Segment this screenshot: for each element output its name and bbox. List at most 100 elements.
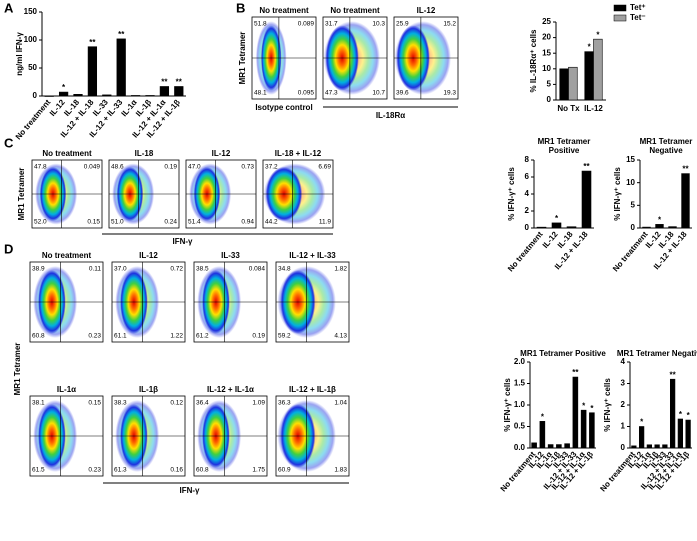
bar <box>559 68 569 101</box>
quadrant-value: 0.089 <box>298 21 315 28</box>
bar <box>631 445 637 449</box>
plot-title: IL-12 <box>139 251 158 260</box>
quadrant-value: 31.7 <box>325 21 338 28</box>
quadrant-value: 0.23 <box>88 467 101 474</box>
bar <box>593 38 603 101</box>
y-tick-label: 4 <box>621 357 626 366</box>
bar <box>536 226 547 229</box>
plot-title: IL-18 + IL-12 <box>275 149 322 158</box>
legend-swatch <box>613 4 627 12</box>
y-tick-label: 5 <box>631 200 636 209</box>
significance: * <box>658 215 662 224</box>
x-tick-label: No Tx <box>557 104 580 113</box>
bar <box>685 419 691 449</box>
chart-title: MR1 Tetramer Positive <box>520 349 606 358</box>
chart-title: MR1 Tetramer <box>640 137 693 146</box>
plot-title: IL-12 <box>212 149 231 158</box>
bar <box>669 378 676 449</box>
y-tick-label: 1.5 <box>514 379 526 388</box>
quadrant-value: 0.049 <box>84 164 101 171</box>
bar <box>58 91 69 97</box>
significance: ** <box>176 78 183 87</box>
significance: * <box>541 412 545 421</box>
significance: * <box>640 418 644 427</box>
y-axis-label: % IFN-γ⁺ cells <box>613 167 622 221</box>
bar <box>677 418 683 449</box>
significance: * <box>679 410 683 419</box>
y-axis-label: ng/ml IFN-γ <box>15 32 24 76</box>
legend-swatch <box>613 14 627 22</box>
quadrant-value: 0.19 <box>164 164 177 171</box>
quadrant-value: 36.3 <box>278 400 291 407</box>
bar <box>130 95 141 97</box>
y-tick-label: 10 <box>542 64 551 73</box>
quadrant-value: 0.16 <box>170 467 183 474</box>
significance: ** <box>583 162 590 171</box>
quadrant-value: 0.095 <box>298 90 315 97</box>
quadrant-value: 60.8 <box>196 467 209 474</box>
quadrant-value: 0.084 <box>249 266 266 273</box>
bar <box>580 409 587 449</box>
quadrant-value: 0.19 <box>252 333 265 340</box>
significance: ** <box>682 165 689 174</box>
quadrant-value: 0.23 <box>88 333 101 340</box>
plot-title: IL-12 + IL-1α <box>207 385 254 394</box>
y-tick-label: 1 <box>621 422 626 431</box>
bar <box>566 226 577 229</box>
bar <box>102 94 112 97</box>
plot-title: IL-1α <box>57 385 76 394</box>
chart-subtitle: Positive <box>549 146 580 155</box>
quadrant-value: 6.69 <box>318 164 331 171</box>
significance: * <box>596 30 600 39</box>
quadrant-value: 36.4 <box>196 400 209 407</box>
plot-title: No treatment <box>42 251 92 260</box>
quadrant-value: 0.15 <box>88 400 101 407</box>
x-tick-label: No treatment <box>14 98 53 142</box>
chart-subtitle: Negative <box>649 146 683 155</box>
quadrant-value: 61.2 <box>196 333 209 340</box>
quadrant-value: 1.83 <box>334 467 347 474</box>
quadrant-value: 0.24 <box>164 219 177 226</box>
y-axis-label: MR1 Tetramer <box>238 32 247 85</box>
quadrant-value: 39.6 <box>396 90 409 97</box>
quadrant-value: 1.82 <box>334 266 347 273</box>
quadrant-value: 47.8 <box>34 164 47 171</box>
plot-title: IL-1β <box>139 385 158 394</box>
quadrant-value: 38.5 <box>196 266 209 273</box>
bar <box>668 226 677 229</box>
y-tick-label: 15 <box>626 155 635 164</box>
plot-title: No treatment <box>259 6 309 15</box>
significance: * <box>590 404 594 413</box>
y-tick-label: 0 <box>547 95 552 104</box>
y-tick-label: 0 <box>621 443 626 452</box>
quadrant-value: 38.3 <box>114 400 127 407</box>
bar <box>655 224 664 229</box>
quadrant-value: 10.7 <box>372 90 385 97</box>
bar <box>646 444 652 449</box>
y-tick-label: 3 <box>621 379 626 388</box>
y-tick-label: 100 <box>24 35 38 44</box>
quadrant-value: 51.8 <box>254 21 267 28</box>
quadrant-value: 51.4 <box>188 219 201 226</box>
bar <box>145 95 155 97</box>
quadrant-value: 0.11 <box>89 266 102 273</box>
significance: ** <box>670 370 677 379</box>
chart-title: MR1 Tetramer Negative <box>617 349 697 358</box>
x-axis-label: IFN-γ <box>180 486 201 495</box>
y-axis-label: % IFN-γ⁺ cells <box>503 378 512 432</box>
x-tick-label: IL-12 <box>541 229 560 250</box>
significance: * <box>62 83 66 92</box>
y-tick-label: 0 <box>525 223 530 232</box>
bar <box>568 66 578 101</box>
significance: ** <box>572 368 579 377</box>
y-tick-label: 1.0 <box>514 400 526 409</box>
bar <box>539 421 546 449</box>
y-tick-label: 15 <box>542 48 551 57</box>
y-tick-label: 0.5 <box>514 422 526 431</box>
quadrant-value: 4.13 <box>334 333 347 340</box>
quadrant-value: 15.2 <box>443 21 456 28</box>
quadrant-value: 51.0 <box>111 219 124 226</box>
quadrant-value: 0.72 <box>170 266 183 273</box>
y-tick-label: 4 <box>525 189 530 198</box>
